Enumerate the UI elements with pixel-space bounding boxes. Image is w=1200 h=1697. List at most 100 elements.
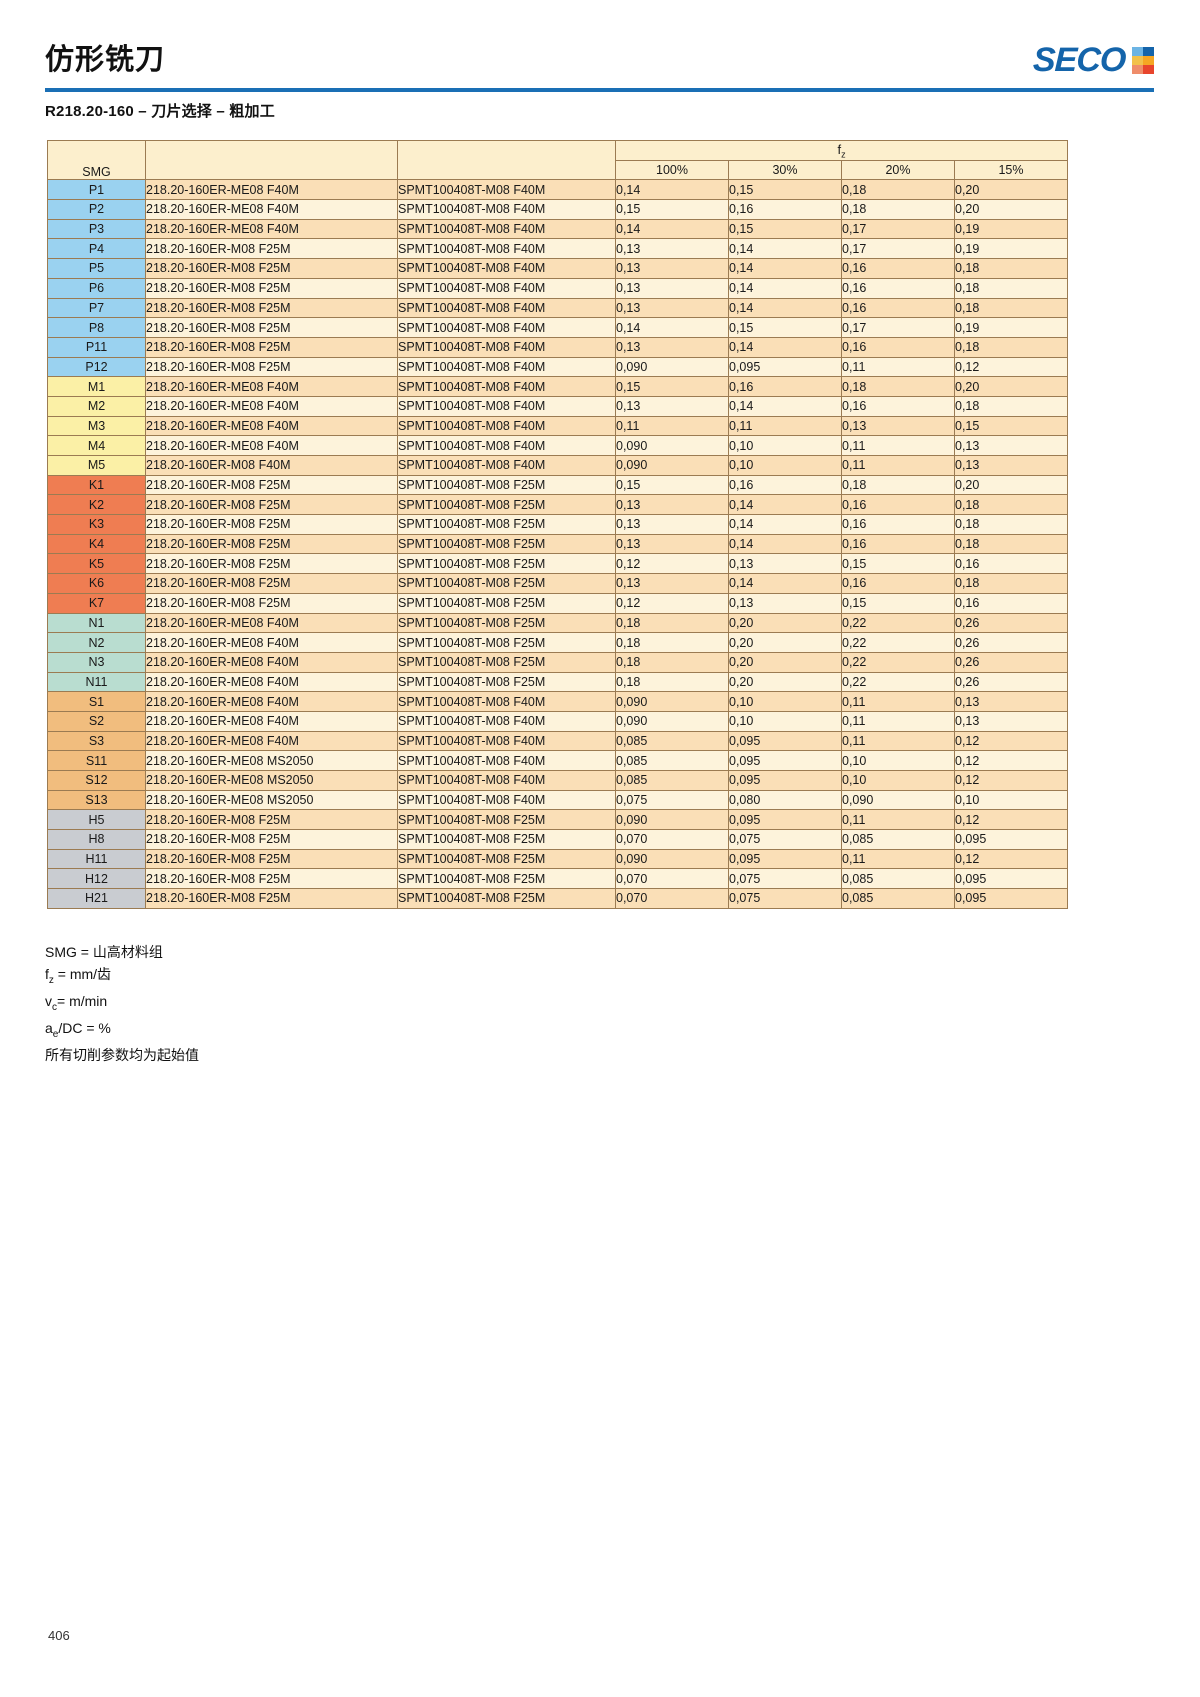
table-row: P12 218.20-160ER-M08 F25M SPMT100408T-M08 … xyxy=(47,356,1068,378)
cell-fz-20pct: 0,17 xyxy=(841,317,955,338)
cell-smg: P5 xyxy=(47,258,146,279)
cell-fz-20pct: 0,16 xyxy=(841,277,955,299)
cell-tool-designation: 218.20-160ER-M08 F25M xyxy=(145,533,398,555)
footnote-text: = 山高材料组 xyxy=(76,944,163,960)
cell-insert-designation: SPMT100408T-M08 F25M xyxy=(397,474,616,496)
cell-fz-100pct: 0,11 xyxy=(615,415,729,437)
cell-fz-30pct: 0,15 xyxy=(728,179,842,201)
header-row-top: SMG fz xyxy=(47,139,1068,181)
cell-fz-20pct: 0,11 xyxy=(841,848,955,870)
cell-tool-designation: 218.20-160ER-M08 F25M xyxy=(145,238,398,260)
col-header-pct-30: 30% xyxy=(728,159,842,181)
cell-smg: M1 xyxy=(47,376,146,397)
cell-fz-100pct: 0,14 xyxy=(615,179,729,201)
table-row: M2 218.20-160ER-ME08 F40M SPMT100408T-M08 … xyxy=(47,395,1068,417)
cell-insert-designation: SPMT100408T-M08 F40M xyxy=(397,336,616,358)
table-row: H5 218.20-160ER-M08 F25M SPMT100408T-M08 F… xyxy=(47,809,1068,831)
cell-tool-designation: 218.20-160ER-M08 F25M xyxy=(145,494,398,516)
cell-tool-designation: 218.20-160ER-M08 F25M xyxy=(145,553,398,575)
cell-fz-20pct: 0,17 xyxy=(841,218,955,240)
footnote-legend: SMG = 山高材料组 fz = mm/齿 vc= m/min ae/DC = % 所有… xyxy=(45,942,199,1067)
footnote-subscript: z xyxy=(48,974,54,986)
cell-insert-designation: SPMT100408T-M08 F40M xyxy=(397,415,616,437)
cell-tool-designation: 218.20-160ER-ME08 F40M xyxy=(145,218,398,240)
cell-fz-20pct: 0,13 xyxy=(841,415,955,437)
table-row: N3 218.20-160ER-ME08 F40M SPMT100408T-M08 … xyxy=(47,651,1068,673)
cell-smg: K5 xyxy=(47,553,146,575)
table-row: S1 218.20-160ER-ME08 F40M SPMT100408T-M08 … xyxy=(47,691,1068,712)
cell-smg: H21 xyxy=(47,888,146,909)
cell-insert-designation: SPMT100408T-M08 F40M xyxy=(397,218,616,240)
table-row: P1 218.20-160ER-ME08 F40M SPMT100408T-M08 … xyxy=(47,179,1068,201)
table-row: P2 218.20-160ER-ME08 F40M SPMT100408T-M08 … xyxy=(47,199,1068,220)
cell-fz-20pct: 0,22 xyxy=(841,651,955,673)
table-row: K5 218.20-160ER-M08 F25M SPMT100408T-M08 F… xyxy=(47,553,1068,575)
cell-fz-30pct: 0,11 xyxy=(728,415,842,437)
cell-tool-designation: 218.20-160ER-M08 F25M xyxy=(145,592,398,614)
table-row: N1 218.20-160ER-ME08 F40M SPMT100408T-M08 … xyxy=(47,612,1068,634)
cell-fz-15pct: 0,12 xyxy=(954,730,1068,752)
cell-insert-designation: SPMT100408T-M08 F25M xyxy=(397,632,616,653)
cell-fz-15pct: 0,12 xyxy=(954,848,1068,870)
cell-fz-100pct: 0,13 xyxy=(615,514,729,535)
cell-tool-designation: 218.20-160ER-M08 F25M xyxy=(145,514,398,535)
cell-smg: S3 xyxy=(47,730,146,752)
cell-fz-30pct: 0,13 xyxy=(728,592,842,614)
cell-fz-30pct: 0,14 xyxy=(728,573,842,594)
cell-tool-designation: 218.20-160ER-ME08 F40M xyxy=(145,199,398,220)
cell-tool-designation: 218.20-160ER-M08 F25M xyxy=(145,868,398,890)
cell-fz-15pct: 0,26 xyxy=(954,632,1068,653)
cell-insert-designation: SPMT100408T-M08 F25M xyxy=(397,573,616,594)
cell-fz-100pct: 0,18 xyxy=(615,651,729,673)
cell-smg: K3 xyxy=(47,514,146,535)
cell-tool-designation: 218.20-160ER-ME08 F40M xyxy=(145,691,398,712)
cell-fz-100pct: 0,090 xyxy=(615,848,729,870)
cell-insert-designation: SPMT100408T-M08 F25M xyxy=(397,553,616,575)
cell-fz-100pct: 0,070 xyxy=(615,888,729,909)
header-row-percent: 100% 30% 20% 15% xyxy=(48,159,1068,181)
footnote-line: vc= m/min xyxy=(45,991,199,1018)
cell-fz-20pct: 0,15 xyxy=(841,553,955,575)
cell-tool-designation: 218.20-160ER-ME08 F40M xyxy=(145,376,398,397)
footnote-subscript: c xyxy=(52,1001,57,1013)
cell-tool-designation: 218.20-160ER-ME08 MS2050 xyxy=(145,789,398,811)
cell-fz-100pct: 0,13 xyxy=(615,395,729,417)
cell-fz-100pct: 0,13 xyxy=(615,258,729,279)
table-row: P7 218.20-160ER-M08 F25M SPMT100408T-M08 F… xyxy=(47,297,1068,319)
cell-tool-designation: 218.20-160ER-M08 F25M xyxy=(145,317,398,338)
cell-fz-30pct: 0,095 xyxy=(728,750,842,771)
cell-fz-100pct: 0,15 xyxy=(615,376,729,397)
cell-insert-designation: SPMT100408T-M08 F40M xyxy=(397,356,616,378)
table-row: N2 218.20-160ER-ME08 F40M SPMT100408T-M08 … xyxy=(47,632,1068,653)
cell-fz-20pct: 0,11 xyxy=(841,809,955,831)
cell-fz-100pct: 0,090 xyxy=(615,809,729,831)
cell-fz-100pct: 0,12 xyxy=(615,592,729,614)
cell-fz-15pct: 0,26 xyxy=(954,612,1068,634)
cell-fz-15pct: 0,12 xyxy=(954,809,1068,831)
cell-insert-designation: SPMT100408T-M08 F25M xyxy=(397,494,616,516)
table-row: M1 218.20-160ER-ME08 F40M SPMT100408T-M08 … xyxy=(47,376,1068,397)
cell-fz-20pct: 0,10 xyxy=(841,770,955,791)
cell-tool-designation: 218.20-160ER-M08 F25M xyxy=(145,848,398,870)
cell-fz-100pct: 0,18 xyxy=(615,612,729,634)
cell-smg: K7 xyxy=(47,592,146,614)
cell-smg: S11 xyxy=(47,750,146,771)
cell-smg: P8 xyxy=(47,317,146,338)
cell-fz-30pct: 0,075 xyxy=(728,829,842,850)
cell-insert-designation: SPMT100408T-M08 F25M xyxy=(397,533,616,555)
fz-label: f xyxy=(837,141,842,157)
table-row: P8 218.20-160ER-M08 F25M SPMT100408T-M08 F… xyxy=(47,317,1068,338)
cell-smg: S2 xyxy=(47,710,146,732)
table-row: P4 218.20-160ER-M08 F25M SPMT100408T-M08 F… xyxy=(47,238,1068,260)
cell-fz-20pct: 0,16 xyxy=(841,297,955,319)
cell-fz-100pct: 0,13 xyxy=(615,238,729,260)
cell-insert-designation: SPMT100408T-M08 F40M xyxy=(397,297,616,319)
cell-fz-15pct: 0,20 xyxy=(954,199,1068,220)
cell-fz-30pct: 0,14 xyxy=(728,258,842,279)
col-header-insert xyxy=(397,139,616,181)
cell-insert-designation: SPMT100408T-M08 F40M xyxy=(397,199,616,220)
cell-smg: K1 xyxy=(47,474,146,496)
cell-fz-20pct: 0,16 xyxy=(841,573,955,594)
mark-swatch-1 xyxy=(1143,46,1154,56)
footnote-line: SMG = 山高材料组 xyxy=(45,942,199,964)
